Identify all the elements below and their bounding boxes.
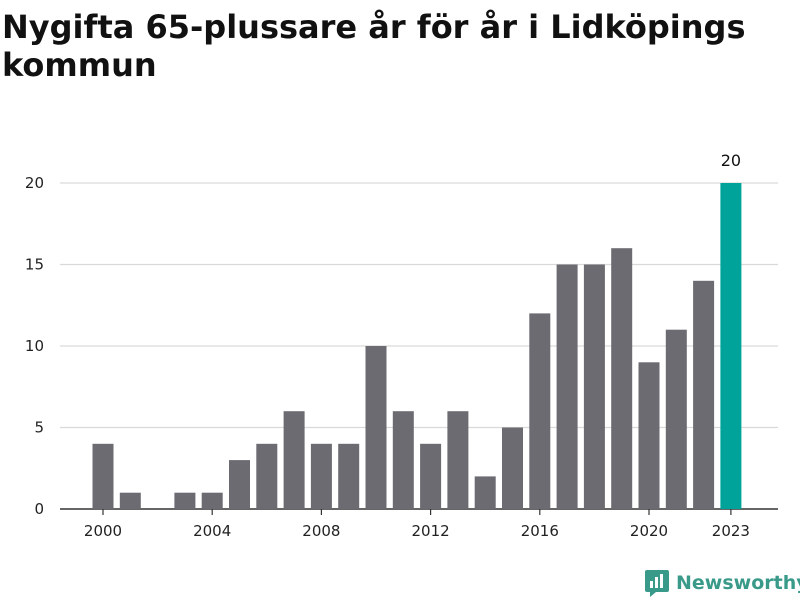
x-tick-label-2023: 2023 <box>712 522 750 540</box>
bar-2003 <box>174 492 196 509</box>
bar-2023 <box>720 183 742 509</box>
newsworthy-logo: Newsworthy <box>644 568 800 598</box>
bar-2004 <box>201 492 223 509</box>
x-tick-label-2012: 2012 <box>412 522 450 540</box>
bar-2007 <box>283 411 305 509</box>
bar-2013 <box>447 411 469 509</box>
x-tick-label-2000: 2000 <box>84 522 122 540</box>
bar-2021 <box>665 329 687 509</box>
bar-2012 <box>420 443 442 509</box>
y-tick-label-0: 0 <box>34 500 44 518</box>
bar-2019 <box>611 248 633 509</box>
bar-2015 <box>502 427 523 509</box>
bar-2018 <box>583 264 605 509</box>
bar-chart-logo-icon <box>645 570 669 597</box>
bar-2016 <box>529 313 551 509</box>
y-tick-label-5: 5 <box>34 419 44 437</box>
bar-2022 <box>693 280 715 509</box>
bar-2006 <box>256 443 278 509</box>
chart-title: Nygifta 65-plussare år för år i Lidköpin… <box>2 8 746 84</box>
bar-2011 <box>392 411 414 509</box>
x-tick-label-2004: 2004 <box>193 522 231 540</box>
bar-chart: 0 5 10 15 20 2000 2004 2008 2012 2016 2020 2023 20 <box>25 151 778 540</box>
bar-2000 <box>92 443 114 509</box>
y-tick-label-20: 20 <box>25 174 44 192</box>
bar-2008 <box>310 443 332 509</box>
bar-2010 <box>365 346 387 509</box>
bar-2017 <box>556 264 578 509</box>
y-tick-label-15: 15 <box>25 256 44 274</box>
x-tick-label-2008: 2008 <box>302 522 340 540</box>
bar-2014 <box>474 476 496 509</box>
bar-2001 <box>119 492 141 509</box>
x-tick-label-2016: 2016 <box>521 522 559 540</box>
brand-name: Newsworthy <box>676 572 800 594</box>
y-tick-label-10: 10 <box>25 337 44 355</box>
x-tick-label-2020: 2020 <box>630 522 668 540</box>
bar-2009 <box>338 443 360 509</box>
bar-2005 <box>229 460 250 509</box>
bar-2020 <box>638 362 660 509</box>
data-label-2023: 20 <box>721 151 741 170</box>
